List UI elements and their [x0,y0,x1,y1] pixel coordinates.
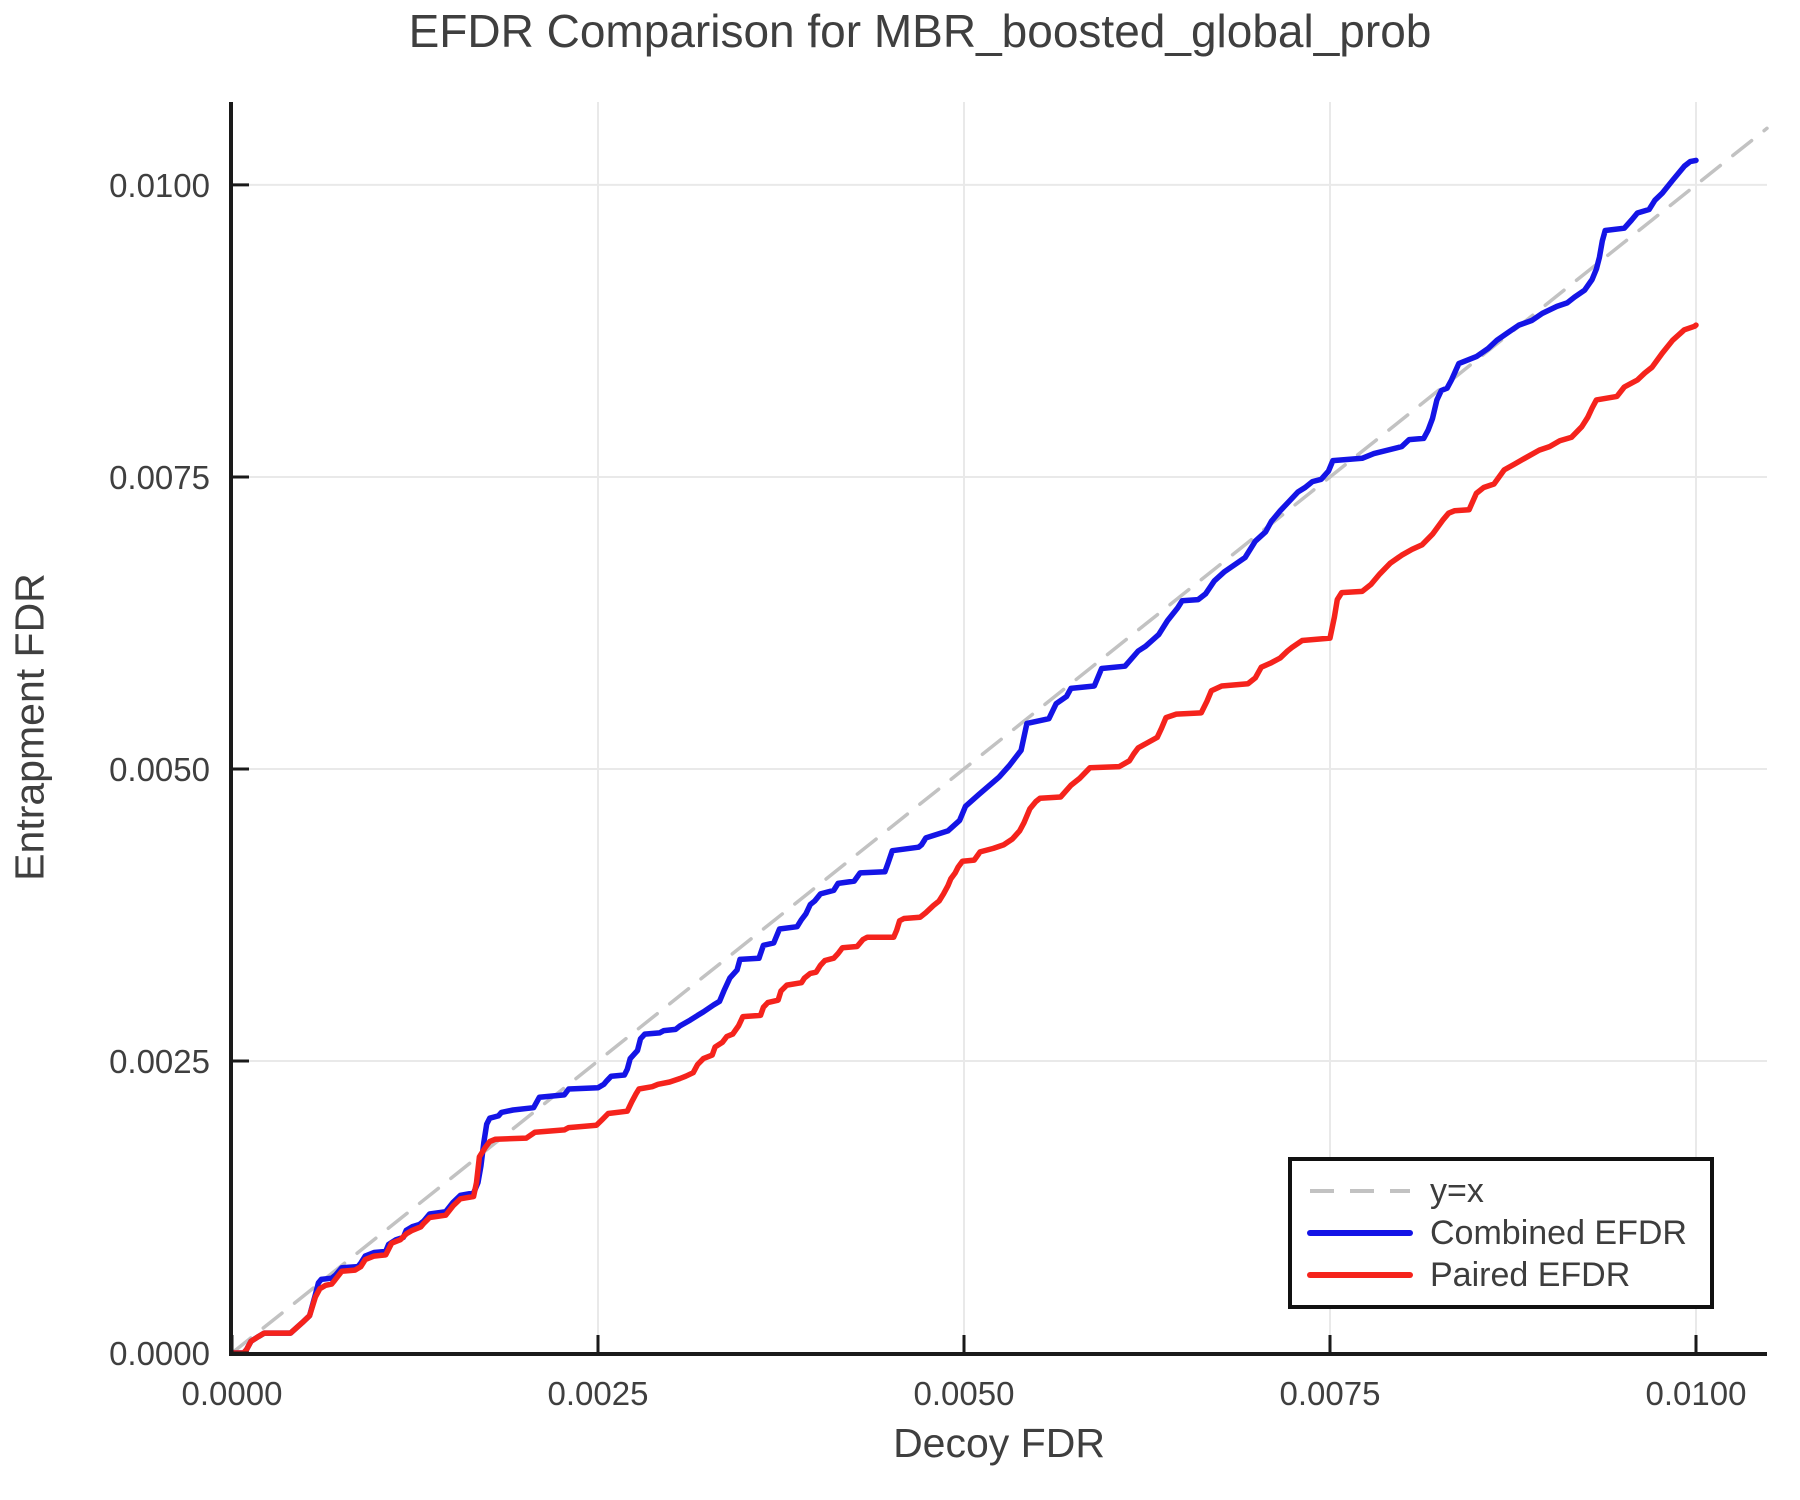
legend-entry-paired: Paired EFDR [1306,1255,1710,1295]
y-tick-label: 0.0000 [109,1335,210,1372]
x-axis-label: Decoy FDR [893,1420,1105,1466]
combined-line-swatch-icon [1307,1230,1413,1236]
y-tick-label: 0.0075 [109,459,210,496]
y-tick-label: 0.0050 [109,751,210,788]
identity-line-swatch-icon [1310,1189,1410,1193]
legend-entry-combined: Combined EFDR [1306,1213,1710,1253]
legend: y=x Combined EFDR Paired EFDR [1288,1157,1714,1309]
paired-line-swatch-icon [1307,1272,1413,1278]
legend-entry-identity: y=x [1306,1171,1710,1211]
y-axis-label: Entrapment FDR [6,573,53,881]
series-line-y-x [230,126,1769,1355]
legend-label-paired: Paired EFDR [1430,1256,1631,1294]
legend-label-identity: y=x [1430,1172,1484,1210]
y-tick-label: 0.0100 [109,167,210,204]
x-tick-label: 0.0050 [914,1375,1015,1412]
y-tick-label: 0.0025 [109,1043,210,1080]
x-tick-label: 0.0025 [548,1375,649,1412]
x-tick-label: 0.0100 [1646,1375,1747,1412]
x-tick-label: 0.0000 [182,1375,283,1412]
legend-label-combined: Combined EFDR [1430,1214,1687,1252]
chart-title: EFDR Comparison for MBR_boosted_global_p… [408,5,1432,57]
x-tick-label: 0.0075 [1280,1375,1381,1412]
series-line-paired-efdr [229,322,1699,1356]
